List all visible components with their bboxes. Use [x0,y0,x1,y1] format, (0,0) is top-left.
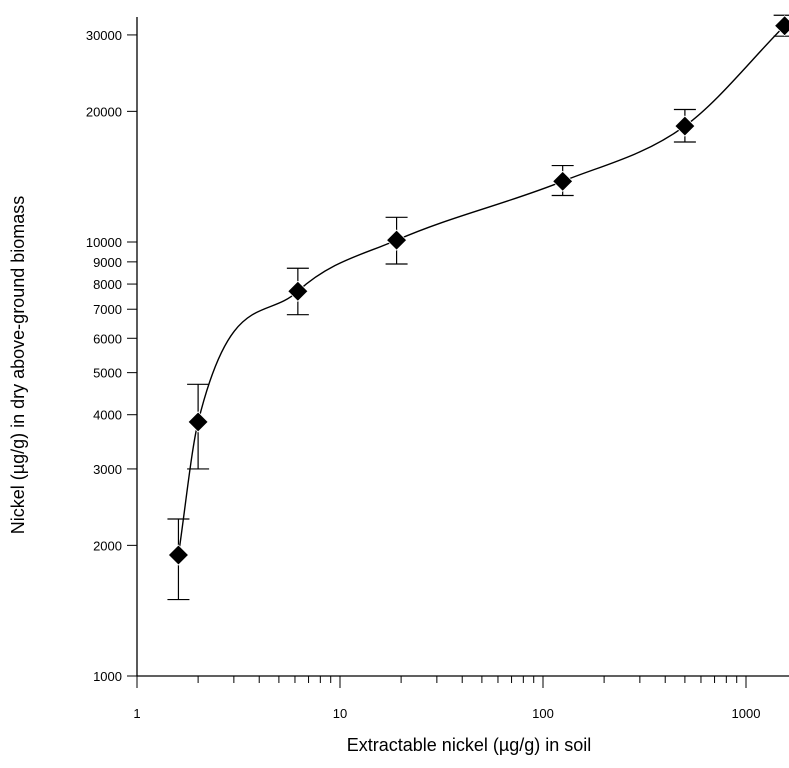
x-tick-label: 1000 [732,706,761,721]
y-tick-label: 5000 [93,366,122,381]
x-tick-label: 100 [532,706,554,721]
y-tick-label: 7000 [93,302,122,317]
data-point [167,544,190,566]
y-tick-label: 4000 [93,408,122,423]
data-point [386,229,408,251]
y-tick-label: 8000 [93,277,122,292]
data-point [674,115,696,137]
data-point [774,15,789,37]
y-axis-ticks: 1000 2000 3000 4000 5000 6000 7000 8000 9000 1000… [86,28,137,684]
y-tick-label: 2000 [93,538,122,553]
y-tick-label: 20000 [86,104,122,119]
data-point [287,280,309,302]
y-tick-label: 30000 [86,28,122,43]
data-point [187,411,209,433]
y-tick-label: 3000 [93,462,122,477]
error-bars [167,14,789,601]
fit-curve-group [177,25,786,556]
y-tick-label: 1000 [93,669,122,684]
x-axis-ticks: 1 10 100 1000 [133,676,760,721]
y-tick-label: 6000 [93,331,122,346]
data-points [167,15,789,566]
y-tick-label: 9000 [93,255,122,270]
y-tick-label: 10000 [86,235,122,250]
y-axis-title: Nickel (µg/g) in dry above-ground biomas… [8,196,28,535]
x-tick-label: 1 [133,706,140,721]
data-point [552,170,574,192]
x-axis-title: Extractable nickel (µg/g) in soil [347,735,591,755]
fit-curve [177,25,786,556]
x-tick-label: 10 [333,706,347,721]
axes [136,16,789,677]
